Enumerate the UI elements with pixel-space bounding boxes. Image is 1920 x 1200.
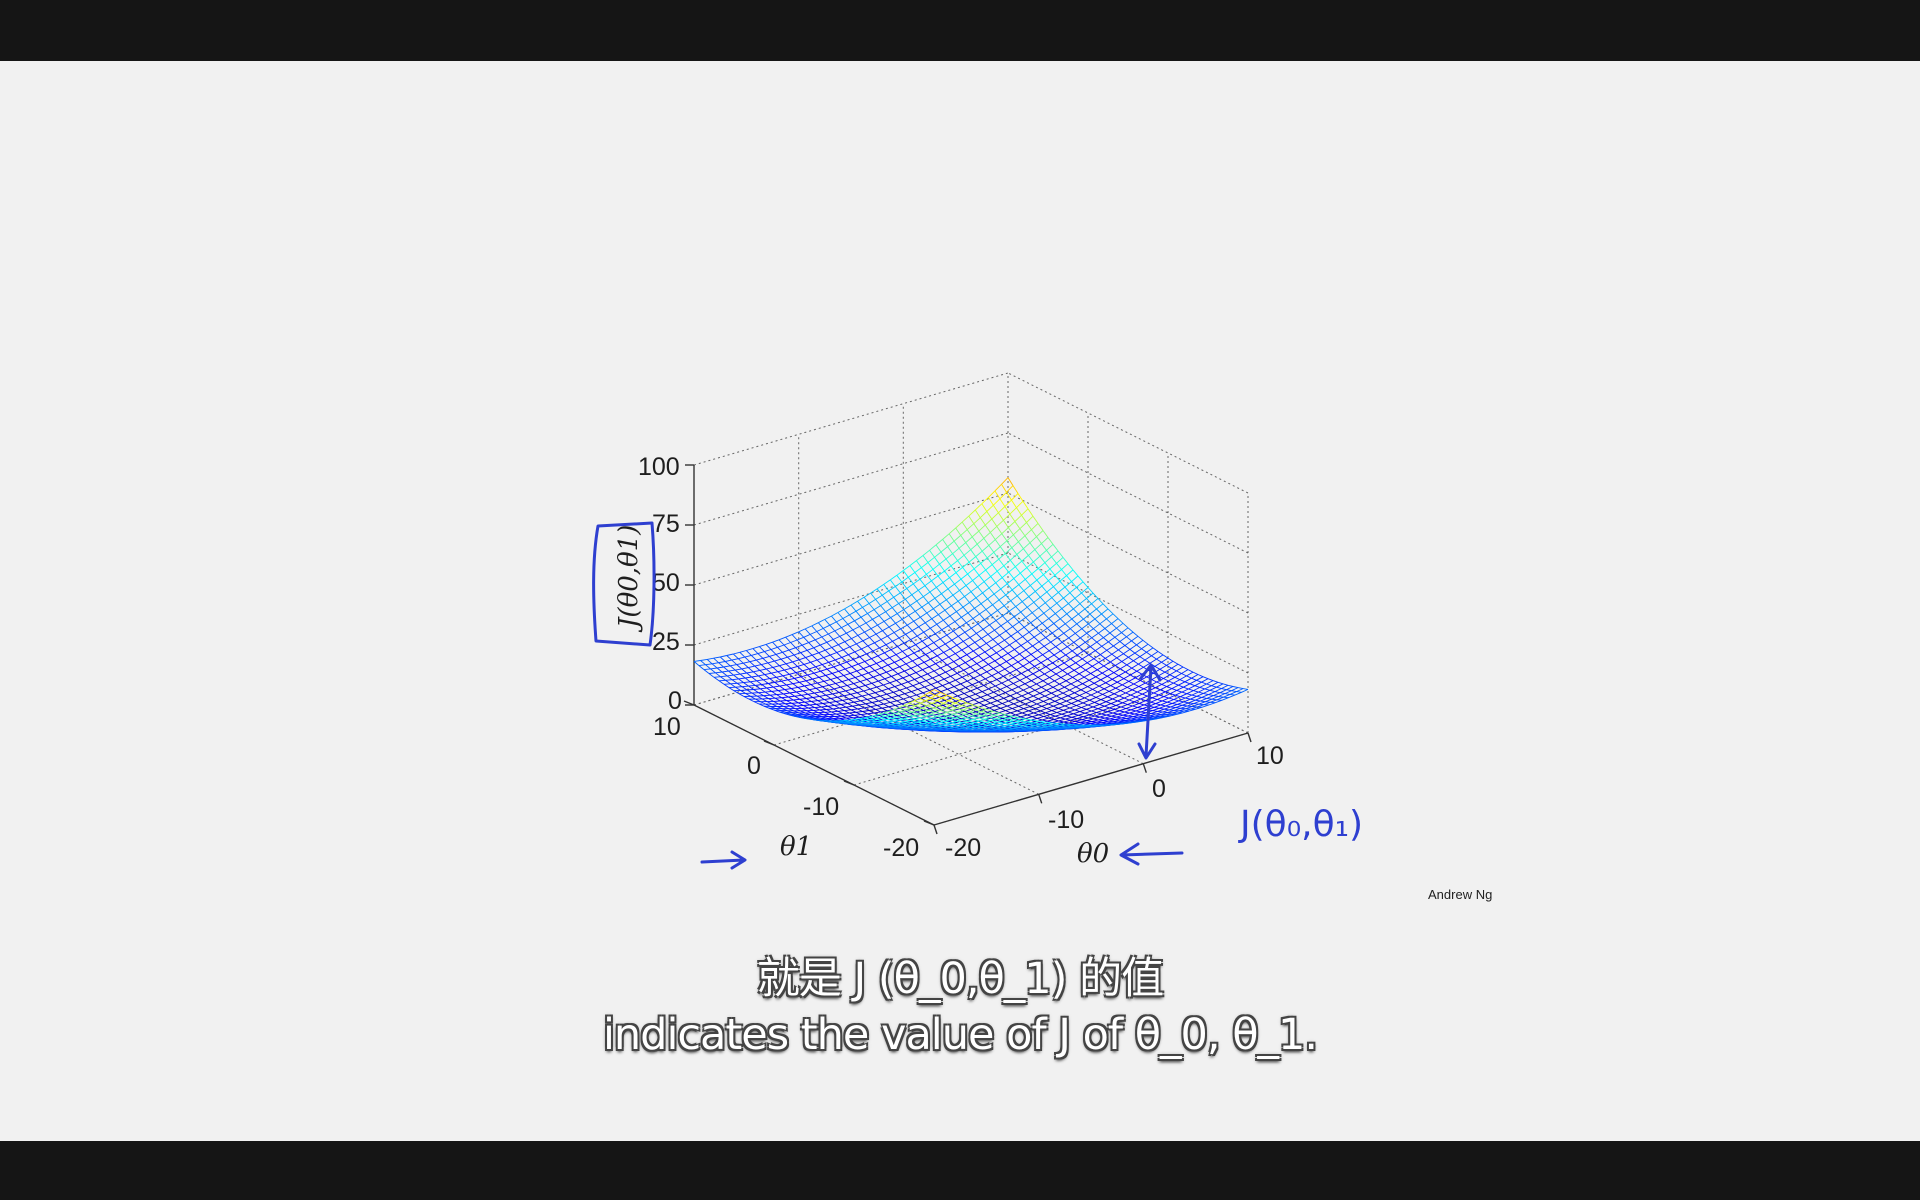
z-tick-75: 75 — [652, 510, 680, 538]
author-credit: Andrew Ng — [1428, 887, 1493, 902]
theta1-axis-label: θ1 — [780, 832, 812, 862]
theta1-tick-0: 0 — [747, 752, 761, 780]
handwritten-formula: J(θ₀,θ₁) — [1238, 804, 1363, 845]
z-tick-0: 0 — [668, 687, 682, 715]
theta1-tick-minus20: -20 — [883, 834, 919, 862]
box-around-z-label — [592, 521, 656, 647]
plot-gridlines — [683, 372, 1252, 835]
double-arrow-height — [1137, 663, 1162, 760]
subtitles: 就是 J (θ_0,θ_1) 的值 indicates the value of… — [0, 951, 1920, 1063]
arrow-pointing-theta1 — [700, 850, 747, 870]
theta0-tick-minus20: -20 — [945, 834, 981, 862]
lecture-slide: 100 75 50 25 0 10 0 -10 -20 -20 -10 0 10… — [0, 61, 1920, 1141]
z-axis-label: J(θ0,θ1) — [614, 525, 644, 633]
bottom-letterbox — [0, 1141, 1920, 1200]
theta0-tick-10: 10 — [1256, 742, 1284, 770]
cost-surface-mesh — [693, 477, 1249, 733]
arrow-pointing-theta0 — [1119, 842, 1184, 866]
z-tick-50: 50 — [652, 569, 680, 597]
theta0-tick-minus10: -10 — [1048, 806, 1084, 834]
z-tick-100: 100 — [638, 453, 680, 481]
surface-plot: 100 75 50 25 0 10 0 -10 -20 -20 -10 0 10… — [592, 372, 1363, 870]
z-tick-25: 25 — [652, 628, 680, 656]
theta0-axis-label: θ0 — [1077, 839, 1109, 869]
subtitle-chinese: 就是 J (θ_0,θ_1) 的值 — [756, 954, 1164, 1004]
theta0-tick-0: 0 — [1152, 775, 1166, 803]
theta1-tick-minus10: -10 — [803, 793, 839, 821]
subtitle-english: indicates the value of J of θ_0, θ_1. — [602, 1010, 1318, 1060]
top-letterbox — [0, 0, 1920, 61]
theta1-tick-10: 10 — [653, 713, 681, 741]
